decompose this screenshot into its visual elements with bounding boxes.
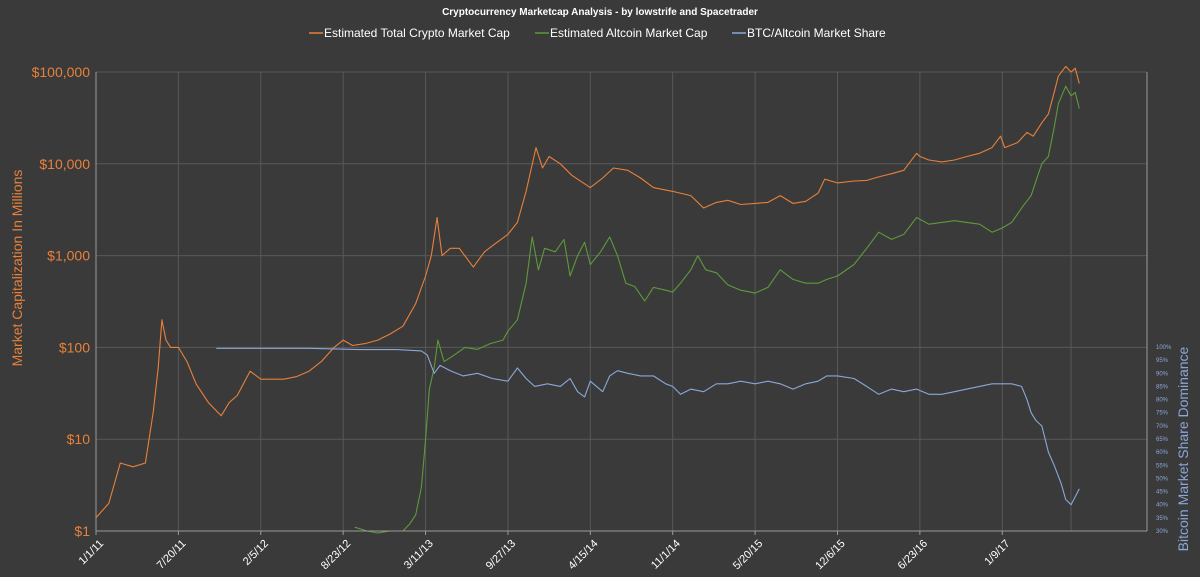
- y2-tick-label: 80%: [1156, 398, 1169, 404]
- chart-title: Cryptocurrency Marketcap Analysis - by l…: [442, 7, 758, 18]
- y-tick-label: $1: [74, 523, 90, 539]
- y-axis-label: Market Capitalization In Millions: [9, 170, 25, 367]
- y-tick-label: $1,000: [47, 248, 90, 264]
- y2-tick-label: 100%: [1156, 345, 1172, 351]
- y-tick-label: $100,000: [32, 64, 91, 80]
- y2-tick-label: 45%: [1156, 490, 1169, 496]
- series-line-share: [216, 347, 1080, 506]
- y-tick-label: $100: [59, 339, 90, 355]
- y2-tick-label: 90%: [1156, 371, 1169, 377]
- y2-tick-label: 75%: [1156, 411, 1169, 417]
- y2-tick-label: 40%: [1156, 503, 1169, 509]
- series-line-total: [95, 65, 1080, 518]
- y2-tick-label: 95%: [1156, 358, 1169, 364]
- y-tick-label: $10,000: [39, 156, 90, 172]
- y2-tick-label: 85%: [1156, 384, 1169, 390]
- y2-tick-label: 30%: [1156, 529, 1169, 535]
- y2-tick-label: 65%: [1156, 437, 1169, 443]
- y-tick-label: $10: [67, 431, 91, 447]
- series-lines: [95, 65, 1080, 534]
- y2-tick-label: 60%: [1156, 450, 1169, 456]
- series-line-altcoin: [354, 85, 1080, 534]
- y2-tick-label: 70%: [1156, 424, 1169, 430]
- y2-tick-label: 50%: [1156, 476, 1169, 482]
- legend-label-share: BTC/Altcoin Market Share: [747, 26, 886, 40]
- y2-axis-label: Bitcoin Market Share Dominance: [1175, 346, 1191, 551]
- y2-tick-label: 55%: [1156, 463, 1169, 469]
- legend-label-altcoin: Estimated Altcoin Market Cap: [550, 26, 708, 40]
- legend: Estimated Total Crypto Market Cap Estimat…: [309, 26, 886, 40]
- y2-tick-label: 35%: [1156, 516, 1169, 522]
- legend-label-total: Estimated Total Crypto Market Cap: [324, 26, 510, 40]
